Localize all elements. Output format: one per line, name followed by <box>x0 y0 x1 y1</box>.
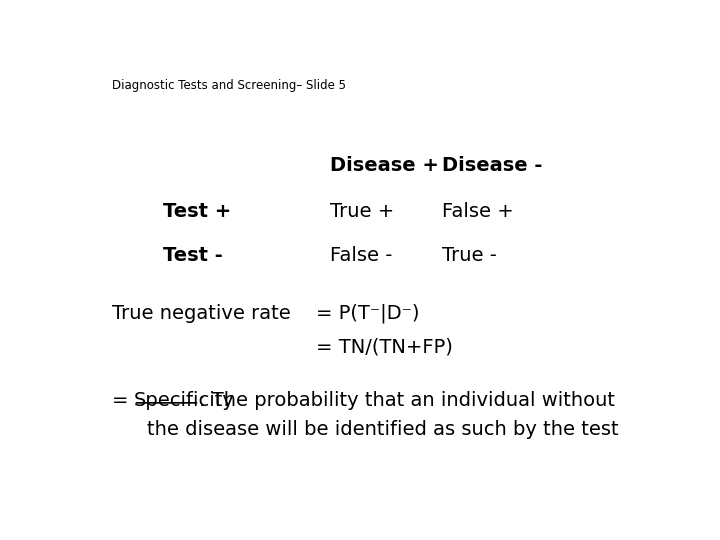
Text: False -: False - <box>330 246 392 265</box>
Text: : The probability that an individual without: : The probability that an individual wit… <box>199 391 616 410</box>
Text: False +: False + <box>441 202 513 221</box>
Text: True negative rate: True negative rate <box>112 304 291 323</box>
Text: True +: True + <box>330 202 394 221</box>
Text: Test +: Test + <box>163 202 231 221</box>
Text: = TN/(TN+FP): = TN/(TN+FP) <box>316 337 453 356</box>
Text: = P(T⁻|D⁻): = P(T⁻|D⁻) <box>316 304 420 323</box>
Text: Disease -: Disease - <box>441 156 542 176</box>
Text: Diagnostic Tests and Screening– Slide 5: Diagnostic Tests and Screening– Slide 5 <box>112 79 346 92</box>
Text: Test -: Test - <box>163 246 222 265</box>
Text: True -: True - <box>441 246 496 265</box>
Text: Disease +: Disease + <box>330 156 438 176</box>
Text: =: = <box>112 391 135 410</box>
Text: Specificity: Specificity <box>133 391 235 410</box>
Text: the disease will be identified as such by the test: the disease will be identified as such b… <box>147 420 618 440</box>
